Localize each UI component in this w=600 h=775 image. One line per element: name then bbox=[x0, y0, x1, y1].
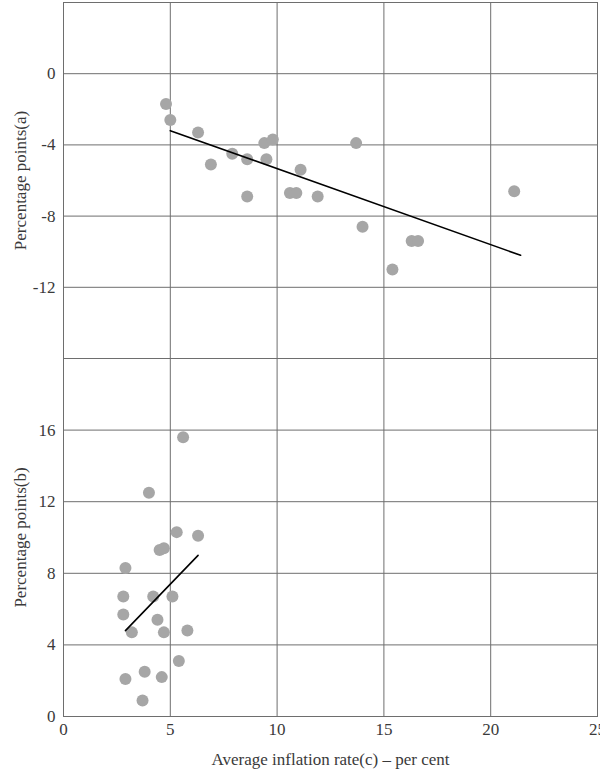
svg-text:0: 0 bbox=[47, 64, 56, 83]
svg-text:-12: -12 bbox=[33, 278, 56, 297]
svg-text:10: 10 bbox=[269, 720, 286, 739]
svg-text:-4: -4 bbox=[41, 135, 56, 154]
svg-text:Average inflation rate(c) – pe: Average inflation rate(c) – per cent bbox=[211, 750, 449, 769]
svg-text:4: 4 bbox=[47, 635, 56, 654]
svg-text:12: 12 bbox=[39, 492, 56, 511]
svg-text:Percentage points(b): Percentage points(b) bbox=[11, 467, 30, 607]
svg-text:20: 20 bbox=[482, 720, 499, 739]
svg-text:0: 0 bbox=[59, 720, 68, 739]
svg-text:15: 15 bbox=[375, 720, 392, 739]
svg-text:-8: -8 bbox=[41, 207, 55, 226]
svg-text:0: 0 bbox=[47, 707, 56, 726]
svg-text:8: 8 bbox=[47, 564, 56, 583]
svg-text:5: 5 bbox=[166, 720, 175, 739]
svg-text:25: 25 bbox=[589, 720, 600, 739]
svg-text:Percentage points(a): Percentage points(a) bbox=[11, 111, 30, 250]
svg-text:16: 16 bbox=[39, 421, 56, 440]
